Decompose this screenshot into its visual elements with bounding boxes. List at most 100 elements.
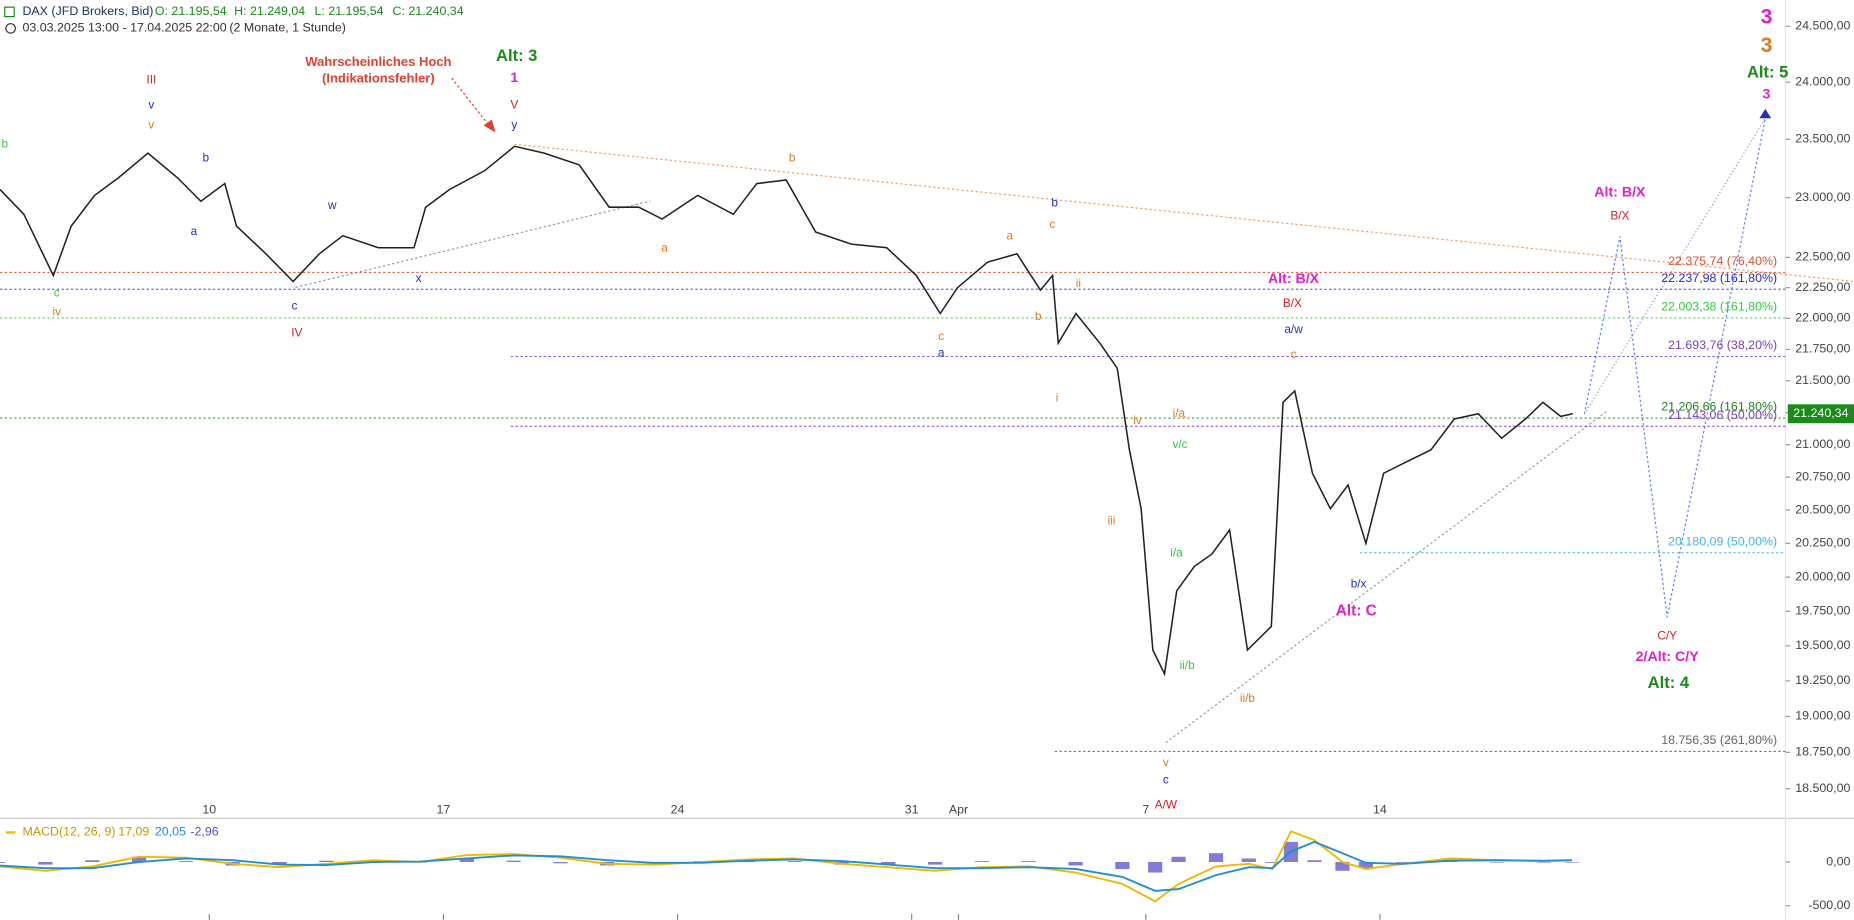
macd-readout: 17,09	[118, 825, 149, 839]
wave-label: c	[1163, 773, 1169, 787]
histogram-bar	[1265, 861, 1280, 863]
histogram-bar	[0, 861, 6, 863]
histogram-bar	[974, 861, 990, 862]
histogram-bar	[881, 861, 896, 865]
wave-label: iv	[52, 304, 61, 318]
trend-line	[1165, 409, 1609, 744]
y-tick-label: 23.500,00	[1795, 132, 1850, 146]
signal-line	[0, 840, 1572, 892]
x-tick-label: Apr	[949, 802, 968, 816]
wave-label: c	[1049, 217, 1055, 231]
wave-label: Alt: 3	[496, 46, 537, 65]
histogram-bar	[1564, 861, 1579, 863]
annotation-arrow	[483, 119, 496, 133]
y-tick-label: 20.500,00	[1795, 502, 1850, 516]
y-tick-label: 22.000,00	[1795, 311, 1850, 325]
wave-label: Wahrscheinliches Hoch	[305, 54, 451, 69]
wave-label: B/X	[1283, 296, 1302, 310]
price-line	[0, 145, 1573, 677]
wave-label: b	[789, 151, 796, 165]
projection-path	[1583, 117, 1766, 415]
wave-label: a	[661, 240, 668, 254]
wave-label: III	[146, 73, 156, 87]
histogram-bar	[38, 861, 53, 865]
wave-label: 1	[510, 70, 518, 86]
x-tick-label: 31	[905, 802, 919, 816]
histogram-bar	[927, 861, 943, 865]
signal-readout: 20,05	[155, 825, 186, 839]
histogram-readout: -2,96	[190, 825, 218, 839]
y-tick-label: 0,00	[1826, 854, 1850, 868]
histogram-bar	[787, 861, 802, 862]
histogram-bar	[1489, 861, 1505, 863]
level-label: 22.375,74 (76,40%)	[1668, 254, 1777, 268]
annotation-arrow	[451, 77, 488, 124]
y-tick-label: 22.500,00	[1795, 250, 1850, 264]
x-tick-label: 17	[437, 802, 451, 816]
histogram-bar	[506, 860, 521, 862]
projection-arrow	[1759, 108, 1772, 119]
date-range: 03.03.2025 13:00 - 17.04.2025 22:00	[22, 21, 226, 35]
histogram-bar	[1208, 853, 1224, 862]
projection-path	[1583, 118, 1766, 618]
y-tick-label: 19.750,00	[1795, 604, 1850, 618]
histogram-bar	[1115, 861, 1130, 870]
trend-line	[514, 143, 1854, 283]
quote-open: O: 21.195,54	[155, 4, 227, 18]
histogram-bar	[272, 861, 287, 865]
wave-label: a	[1006, 229, 1013, 243]
wave-label: Alt: 4	[1648, 673, 1690, 692]
histogram-bar	[1536, 861, 1551, 863]
y-tick-label: 24.500,00	[1795, 18, 1850, 32]
histogram-bar	[85, 860, 100, 862]
quote-close: C: 21.240,34	[393, 4, 464, 18]
macd-line	[0, 830, 1572, 903]
wave-label: a/w	[1284, 322, 1303, 336]
wave-label: b	[202, 151, 209, 165]
wave-label: c	[291, 298, 297, 312]
macd-legend-swatch	[5, 831, 16, 834]
y-tick-label: 22.250,00	[1795, 280, 1850, 294]
wave-label: 3	[1763, 86, 1771, 102]
wave-label: Alt: C	[1336, 602, 1377, 619]
trend-line	[295, 200, 651, 288]
wave-label: i/a	[1170, 546, 1183, 560]
histogram-bar	[319, 860, 334, 862]
x-tick-label: 10	[202, 802, 216, 816]
level-label: 18.756,35 (261,80%)	[1661, 733, 1777, 747]
level-label: 22.237,98 (161,80%)	[1661, 271, 1777, 285]
x-tick-label: 7	[1142, 802, 1149, 816]
x-tick-label: 14	[1373, 802, 1387, 816]
histogram-bar	[1241, 858, 1256, 862]
period: (2 Monate, 1 Stunde)	[229, 21, 346, 35]
wave-label: b	[1, 136, 8, 150]
wave-label: v	[148, 97, 154, 111]
histogram-bar	[1335, 861, 1350, 871]
last-price-label: 21.240,34	[1793, 406, 1848, 420]
wave-label: a	[938, 346, 945, 360]
y-tick-label: 23.000,00	[1795, 190, 1850, 204]
y-tick-label: 21.000,00	[1795, 437, 1850, 451]
y-tick-label: 19.500,00	[1795, 638, 1850, 652]
quote-high: H: 21.249,04	[234, 4, 305, 18]
macd-title: MACD(12, 26, 9)	[22, 825, 115, 839]
wave-label: a	[191, 224, 198, 238]
level-label: 20.180,09 (50,00%)	[1668, 534, 1777, 548]
wave-label: C/Y	[1657, 628, 1677, 642]
wave-label: c	[54, 285, 60, 299]
wave-label: ii/b	[1240, 691, 1256, 705]
level-label: 21.143,06 (50,00%)	[1668, 408, 1777, 422]
histogram-bar	[1307, 860, 1322, 862]
wave-label: ii/b	[1180, 658, 1196, 672]
wave-label: i	[1056, 391, 1059, 405]
y-tick-label: 19.250,00	[1795, 673, 1850, 687]
wave-label: v	[148, 118, 154, 132]
y-tick-label: 19.000,00	[1795, 709, 1850, 723]
y-tick-label: 21.500,00	[1795, 373, 1850, 387]
level-label: 21.693,76 (38,20%)	[1668, 338, 1777, 352]
histogram-bar	[1021, 861, 1036, 862]
x-tick-label: 24	[671, 802, 685, 816]
wave-label: (Indikationsfehler)	[322, 71, 435, 86]
